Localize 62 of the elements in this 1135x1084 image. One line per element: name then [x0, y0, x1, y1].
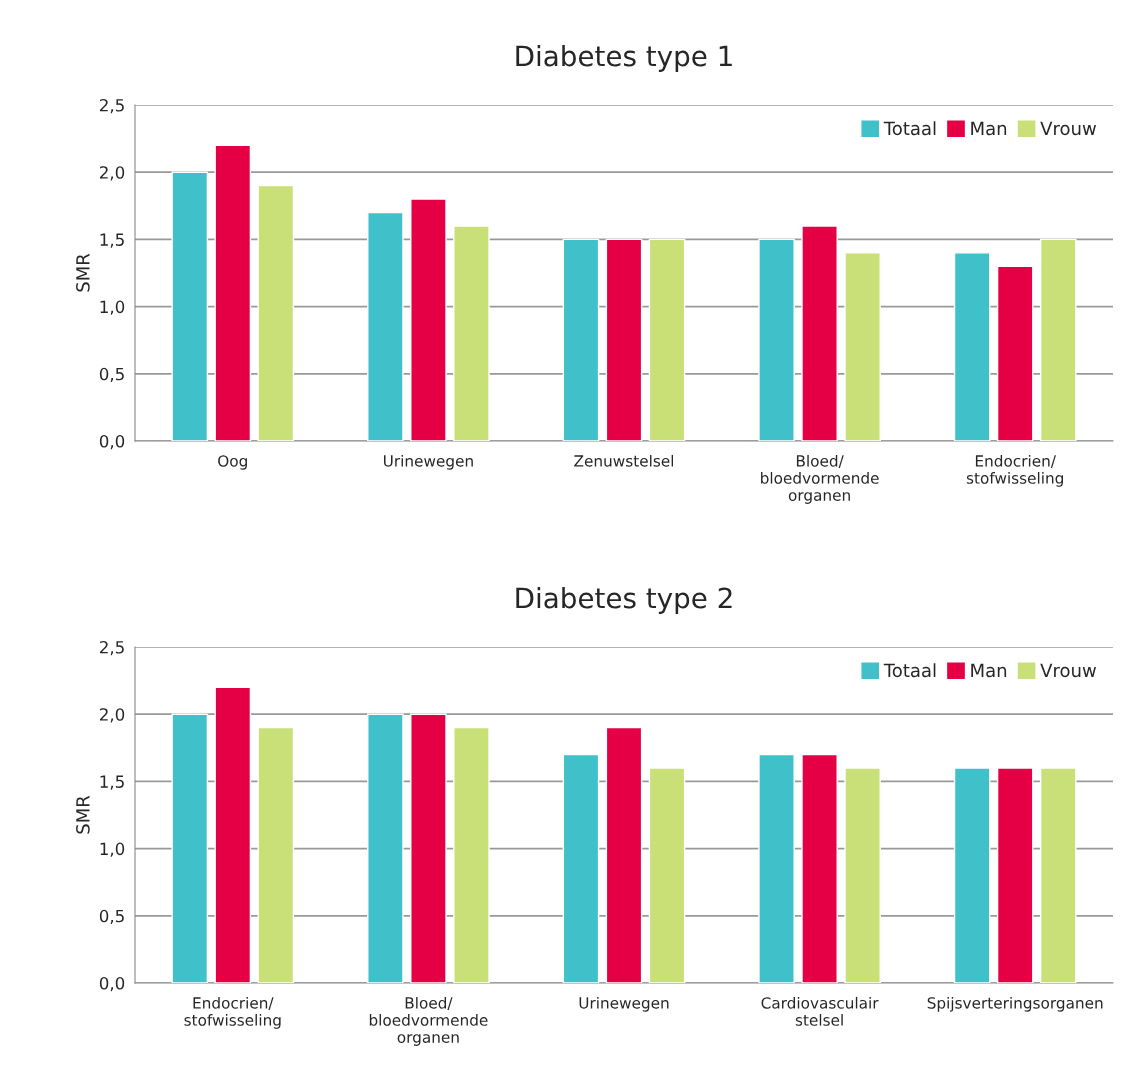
- bar: [648, 238, 686, 441]
- y-tick-label: 2,5: [99, 640, 124, 656]
- bar: [953, 767, 991, 983]
- bar: [801, 225, 838, 441]
- bar: [214, 686, 252, 983]
- y-tick-label: 0,5: [99, 367, 124, 383]
- bar: [410, 713, 447, 983]
- y-axis-title: SMR: [76, 253, 90, 292]
- y-tick-label: 2,0: [99, 166, 125, 181]
- x-tick-label: Oog: [218, 455, 247, 470]
- chart-title: Diabetes type 1: [516, 45, 732, 72]
- chart-title: Diabetes type 2: [516, 587, 732, 614]
- bar: [1039, 767, 1077, 983]
- y-tick-label: 2,0: [99, 708, 125, 723]
- legend-label: Vrouw: [1040, 121, 1096, 136]
- x-tick-label: Endocrien/ stofwisseling: [966, 454, 1063, 487]
- bar: [214, 144, 252, 441]
- bar: [953, 252, 991, 441]
- bar: [605, 726, 643, 983]
- bar: [257, 184, 295, 441]
- bar: [844, 767, 881, 983]
- bar: [453, 726, 490, 983]
- legend-label: Vrouw: [1040, 663, 1096, 678]
- bar: [844, 252, 881, 441]
- legend-label: Totaal: [883, 663, 936, 678]
- x-tick-label: Urinewegen: [579, 996, 669, 1012]
- bar: [562, 238, 600, 441]
- x-tick-label: Spijsverteringsorganen: [927, 996, 1103, 1012]
- bar: [171, 171, 209, 441]
- bar: [758, 753, 795, 983]
- bar: [1039, 238, 1077, 441]
- bar: [996, 265, 1034, 441]
- bar: [410, 198, 447, 441]
- y-tick-label: 1,0: [100, 300, 125, 315]
- y-tick-label: 2,5: [99, 98, 124, 114]
- bar: [562, 753, 600, 983]
- bar: [648, 767, 686, 983]
- y-tick-label: 1,0: [100, 842, 125, 857]
- legend-label: Man: [971, 121, 1007, 136]
- x-tick-label: Zenuwstelsel: [574, 454, 674, 467]
- y-tick-label: 0,5: [99, 909, 124, 925]
- bar: [367, 211, 404, 441]
- bar: [367, 713, 404, 983]
- bar: [996, 767, 1034, 983]
- y-tick-label: 1,5: [100, 775, 124, 790]
- y-tick-label: 0,0: [99, 434, 125, 450]
- x-tick-label: Urinewegen: [383, 454, 473, 470]
- y-tick-label: 1,5: [100, 233, 124, 248]
- x-tick-label: Endocrien/ stofwisseling: [184, 996, 281, 1029]
- bar: [171, 713, 209, 983]
- bar: [453, 225, 490, 441]
- y-axis-title: SMR: [76, 795, 90, 834]
- x-tick-label: Bloed/ bloedvormende organen: [761, 454, 879, 504]
- bar: [801, 753, 838, 983]
- bar: [758, 238, 795, 441]
- legend-label: Man: [971, 663, 1007, 678]
- legend-label: Totaal: [883, 121, 936, 136]
- x-tick-label: Bloed/ bloedvormende organen: [369, 996, 488, 1046]
- x-tick-label: Cardiovasculair stelsel: [761, 996, 879, 1026]
- y-tick-label: 0,0: [99, 976, 125, 992]
- bar: [257, 726, 295, 983]
- bar: [605, 238, 643, 441]
